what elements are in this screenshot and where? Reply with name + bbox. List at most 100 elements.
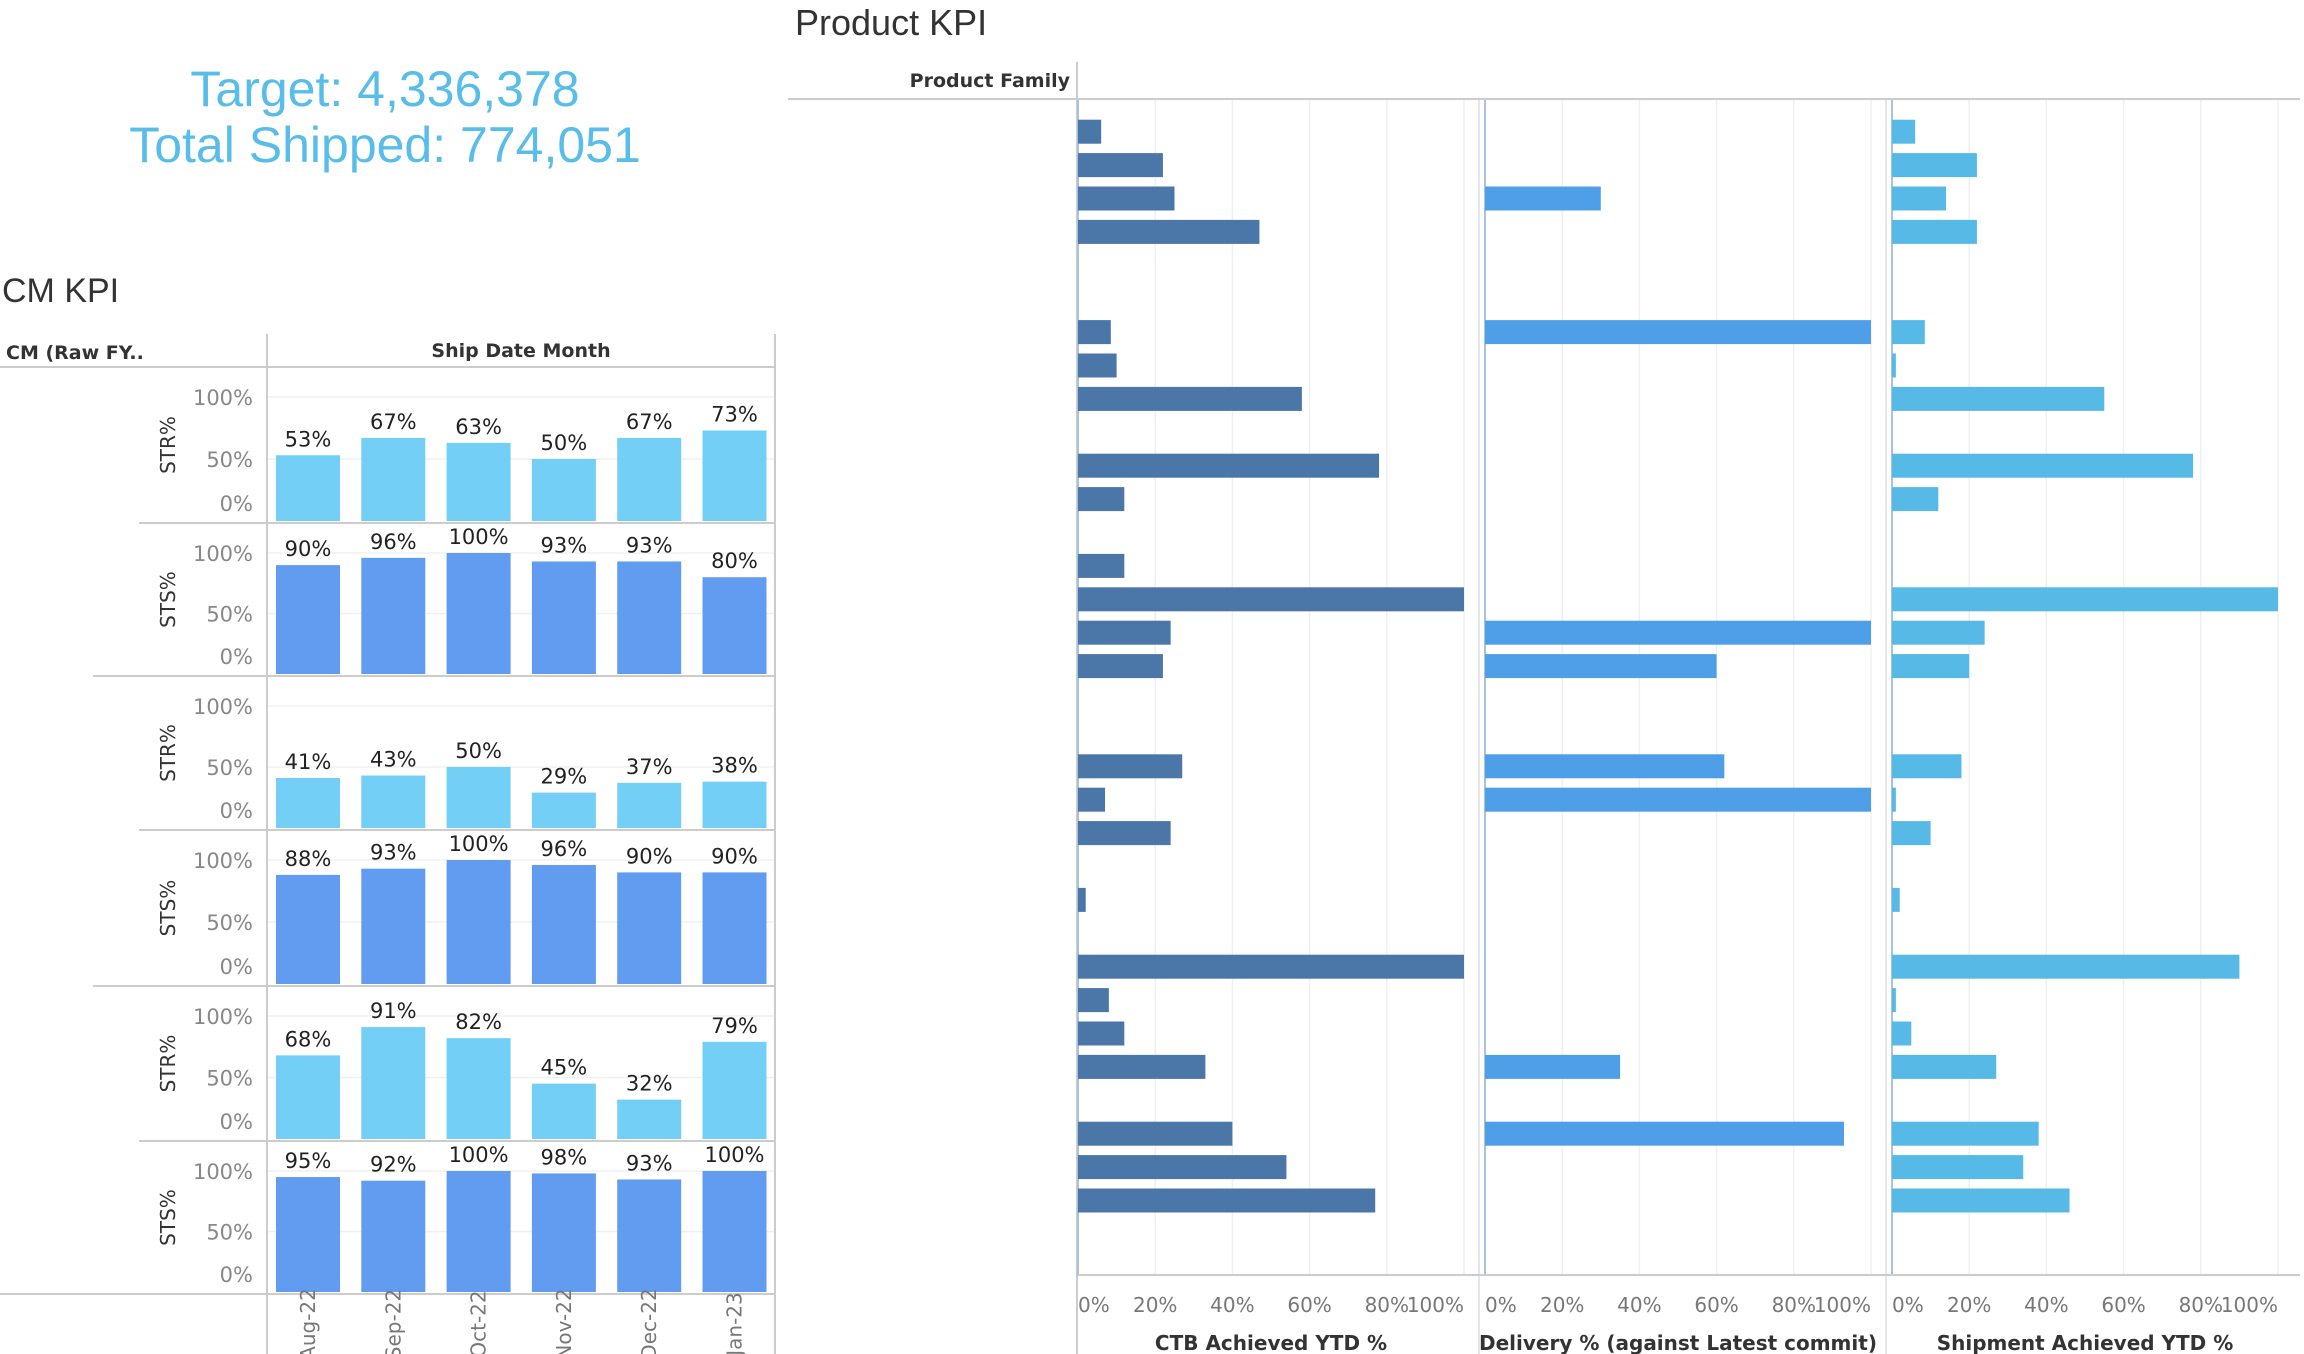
bar-2-row-28[interactable] bbox=[1892, 1054, 1997, 1079]
bar-Dec-22-STS%[interactable] bbox=[617, 1179, 682, 1292]
bar-0-row-0[interactable] bbox=[1078, 119, 1102, 144]
bar-0-row-14[interactable] bbox=[1078, 587, 1464, 612]
bar-Dec-22-STS%[interactable] bbox=[617, 872, 682, 984]
bar-0-row-23[interactable] bbox=[1078, 887, 1086, 912]
x-tick-label: 40% bbox=[1617, 1293, 1661, 1317]
bar-0-row-11[interactable] bbox=[1078, 487, 1125, 512]
measure-label: STR% bbox=[156, 724, 180, 782]
bar-2-row-3[interactable] bbox=[1892, 219, 1977, 244]
bar-1-row-30[interactable] bbox=[1485, 1121, 1844, 1146]
bar-2-row-8[interactable] bbox=[1892, 386, 2105, 411]
data-label: 41% bbox=[285, 750, 332, 774]
bar-Jan-23-STS%[interactable] bbox=[702, 577, 767, 674]
bar-2-row-7[interactable] bbox=[1892, 353, 1896, 378]
bar-Jan-23-STS%[interactable] bbox=[702, 872, 767, 984]
bar-2-row-14[interactable] bbox=[1892, 587, 2278, 612]
bar-Jan-23-STR%[interactable] bbox=[702, 1041, 767, 1139]
bar-Oct-22-STS%[interactable] bbox=[446, 1171, 511, 1292]
bar-Aug-22-STR%[interactable] bbox=[276, 777, 340, 828]
bar-Nov-22-STS%[interactable] bbox=[531, 1173, 596, 1292]
bar-0-row-8[interactable] bbox=[1078, 386, 1302, 411]
bar-2-row-0[interactable] bbox=[1892, 119, 1916, 144]
bar-2-row-1[interactable] bbox=[1892, 153, 1977, 178]
bar-0-row-10[interactable] bbox=[1078, 453, 1380, 478]
bar-2-row-25[interactable] bbox=[1892, 954, 2240, 979]
bar-Dec-22-STR%[interactable] bbox=[617, 782, 682, 828]
bar-2-row-31[interactable] bbox=[1892, 1155, 2024, 1180]
bar-0-row-16[interactable] bbox=[1078, 654, 1163, 679]
bar-Sep-22-STS%[interactable] bbox=[361, 1180, 426, 1292]
bar-0-row-28[interactable] bbox=[1078, 1054, 1206, 1079]
bar-0-row-30[interactable] bbox=[1078, 1121, 1233, 1146]
bar-Oct-22-STR%[interactable] bbox=[446, 767, 511, 828]
bar-Dec-22-STS%[interactable] bbox=[617, 561, 682, 674]
bar-2-row-26[interactable] bbox=[1892, 988, 1896, 1013]
bar-Sep-22-STS%[interactable] bbox=[361, 868, 426, 984]
bar-0-row-19[interactable] bbox=[1078, 754, 1183, 779]
bar-1-row-2[interactable] bbox=[1485, 186, 1601, 211]
bar-1-row-15[interactable] bbox=[1485, 620, 1871, 645]
bar-Oct-22-STR%[interactable] bbox=[446, 442, 511, 521]
bar-0-row-15[interactable] bbox=[1078, 620, 1171, 645]
bar-0-row-1[interactable] bbox=[1078, 153, 1163, 178]
bar-Aug-22-STS%[interactable] bbox=[276, 565, 340, 674]
bar-2-row-11[interactable] bbox=[1892, 487, 1939, 512]
ship-date-month-header[interactable]: Ship Date Month bbox=[431, 340, 611, 362]
bar-Oct-22-STR%[interactable] bbox=[446, 1038, 511, 1139]
bar-1-row-28[interactable] bbox=[1485, 1054, 1621, 1079]
bar-2-row-30[interactable] bbox=[1892, 1121, 2039, 1146]
bar-Nov-22-STR%[interactable] bbox=[531, 792, 596, 828]
bar-Aug-22-STS%[interactable] bbox=[276, 874, 340, 984]
bar-0-row-26[interactable] bbox=[1078, 988, 1109, 1013]
bar-2-row-10[interactable] bbox=[1892, 453, 2194, 478]
bar-Aug-22-STR%[interactable] bbox=[276, 1055, 340, 1139]
bar-Oct-22-STS%[interactable] bbox=[446, 553, 511, 674]
bar-1-row-19[interactable] bbox=[1485, 754, 1725, 779]
bar-2-row-20[interactable] bbox=[1892, 787, 1896, 812]
bar-2-row-27[interactable] bbox=[1892, 1021, 1912, 1046]
bar-Dec-22-STR%[interactable] bbox=[617, 1099, 682, 1139]
bar-2-row-6[interactable] bbox=[1892, 320, 1925, 345]
data-label: 32% bbox=[626, 1072, 673, 1096]
bar-Jan-23-STS%[interactable] bbox=[702, 1171, 767, 1292]
bar-Nov-22-STS%[interactable] bbox=[531, 561, 596, 674]
bar-2-row-19[interactable] bbox=[1892, 754, 1962, 779]
bar-0-row-21[interactable] bbox=[1078, 821, 1171, 846]
bar-2-row-16[interactable] bbox=[1892, 654, 1970, 679]
bar-1-row-6[interactable] bbox=[1485, 320, 1871, 345]
bar-0-row-20[interactable] bbox=[1078, 787, 1106, 812]
bar-1-row-20[interactable] bbox=[1485, 787, 1871, 812]
bar-0-row-3[interactable] bbox=[1078, 219, 1260, 244]
bar-0-row-6[interactable] bbox=[1078, 320, 1111, 345]
bar-0-row-27[interactable] bbox=[1078, 1021, 1125, 1046]
bar-0-row-32[interactable] bbox=[1078, 1188, 1376, 1213]
bar-Nov-22-STR%[interactable] bbox=[531, 459, 596, 521]
bar-Sep-22-STS%[interactable] bbox=[361, 557, 426, 674]
bar-2-row-2[interactable] bbox=[1892, 186, 1947, 211]
bar-0-row-7[interactable] bbox=[1078, 353, 1117, 378]
bar-2-row-23[interactable] bbox=[1892, 887, 1900, 912]
bar-2-row-15[interactable] bbox=[1892, 620, 1985, 645]
bar-2-row-32[interactable] bbox=[1892, 1188, 2070, 1213]
bar-Nov-22-STS%[interactable] bbox=[531, 864, 596, 984]
bar-Sep-22-STR%[interactable] bbox=[361, 1027, 426, 1139]
bar-Jan-23-STR%[interactable] bbox=[702, 781, 767, 828]
bar-1-row-16[interactable] bbox=[1485, 654, 1717, 679]
product-family-header[interactable]: Product Family bbox=[909, 70, 1070, 92]
bar-Aug-22-STR%[interactable] bbox=[276, 455, 340, 521]
y-tick-label: 100% bbox=[193, 1160, 253, 1184]
bar-0-row-13[interactable] bbox=[1078, 553, 1125, 578]
bar-0-row-2[interactable] bbox=[1078, 186, 1175, 211]
bar-Sep-22-STR%[interactable] bbox=[361, 437, 426, 521]
bar-Aug-22-STS%[interactable] bbox=[276, 1177, 340, 1292]
y-tick-label: 50% bbox=[206, 603, 253, 627]
bar-Oct-22-STS%[interactable] bbox=[446, 860, 511, 984]
bar-Sep-22-STR%[interactable] bbox=[361, 775, 426, 828]
bar-Nov-22-STR%[interactable] bbox=[531, 1083, 596, 1139]
bar-2-row-21[interactable] bbox=[1892, 821, 1931, 846]
bar-0-row-31[interactable] bbox=[1078, 1155, 1287, 1180]
bar-0-row-25[interactable] bbox=[1078, 954, 1464, 979]
cm-row-header[interactable]: CM (Raw FY.. bbox=[6, 342, 144, 364]
bar-Jan-23-STR%[interactable] bbox=[702, 430, 767, 521]
bar-Dec-22-STR%[interactable] bbox=[617, 437, 682, 521]
